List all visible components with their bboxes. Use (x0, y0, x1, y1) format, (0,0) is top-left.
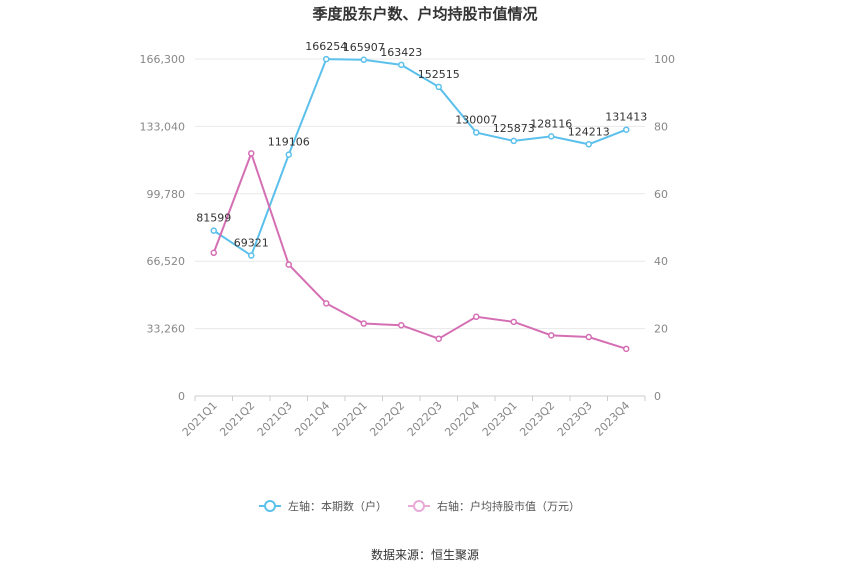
data-point[interactable] (360, 56, 367, 64)
data-point[interactable] (473, 129, 480, 136)
data-point[interactable] (548, 332, 555, 339)
data-point[interactable] (623, 126, 630, 133)
data-label: 152515 (418, 68, 460, 81)
x-axis: 2021Q12021Q22021Q32021Q42022Q12022Q22022… (180, 396, 646, 439)
legend-label-right: 右轴：户均持股市值（万元） (437, 499, 580, 513)
right-tick-label: 40 (654, 255, 668, 268)
right-axis: 0 20 40 60 80 100 (654, 53, 675, 403)
data-point[interactable] (360, 320, 367, 327)
series-line-holders (213, 58, 627, 258)
x-tick-label: 2023Q1 (480, 399, 520, 439)
data-point[interactable] (435, 335, 442, 342)
right-tick-label: 0 (654, 390, 661, 403)
data-label: 163423 (380, 46, 422, 59)
legend-marker-left-icon (264, 500, 276, 512)
series-layer (210, 55, 630, 353)
x-tick-label: 2021Q4 (292, 399, 332, 439)
data-point[interactable] (585, 141, 592, 148)
left-tick-label: 133,040 (140, 120, 186, 133)
right-tick-label: 60 (654, 188, 668, 201)
left-tick-label: 0 (178, 390, 185, 403)
left-tick-label: 99,780 (147, 188, 186, 201)
legend[interactable]: 左轴：本期数（户） 右轴：户均持股市值（万元） (259, 499, 580, 513)
source-note: 数据来源：恒生聚源 (371, 547, 479, 562)
data-point[interactable] (323, 55, 330, 63)
left-axis: 0 33,260 66,520 99,780 133,040 166,300 (140, 53, 186, 403)
data-point[interactable] (248, 252, 255, 259)
x-tick-label: 2022Q2 (367, 399, 407, 439)
data-point[interactable] (210, 249, 217, 257)
x-tick-label: 2023Q3 (555, 399, 595, 439)
chart-title: 季度股东户数、户均持股市值情况 (312, 5, 537, 23)
x-tick-label: 2021Q2 (217, 399, 257, 439)
x-tick-label: 2022Q1 (330, 399, 370, 439)
data-point[interactable] (623, 345, 630, 353)
data-point[interactable] (510, 318, 517, 326)
data-label: 81599 (196, 212, 231, 225)
data-point[interactable] (285, 261, 292, 268)
legend-label-left: 左轴：本期数（户） (288, 499, 387, 513)
data-label: 119106 (268, 136, 310, 149)
left-tick-label: 33,260 (147, 323, 186, 336)
data-point[interactable] (473, 313, 480, 321)
data-label: 165907 (343, 41, 385, 54)
data-point[interactable] (435, 83, 442, 91)
data-point[interactable] (210, 227, 217, 234)
data-point[interactable] (398, 61, 405, 69)
data-label: 128116 (530, 117, 572, 130)
x-tick-label: 2021Q1 (180, 399, 220, 439)
data-point[interactable] (248, 150, 255, 157)
left-tick-label: 166,300 (140, 53, 186, 66)
data-point[interactable] (585, 333, 592, 341)
left-tick-label: 66,520 (147, 255, 186, 268)
series-line-market-value (212, 150, 627, 350)
data-label: 131413 (605, 111, 647, 124)
right-tick-label: 100 (654, 53, 675, 66)
right-tick-label: 20 (654, 323, 668, 336)
x-tick-label: 2023Q2 (517, 399, 557, 439)
data-label: 166254 (305, 40, 347, 53)
data-point[interactable] (548, 133, 555, 140)
data-label: 124213 (568, 125, 610, 138)
legend-item-left[interactable]: 左轴：本期数（户） (259, 499, 387, 513)
data-point[interactable] (323, 300, 330, 307)
right-tick-label: 80 (654, 120, 668, 133)
x-tick-label: 2021Q3 (255, 399, 295, 439)
data-point[interactable] (510, 137, 517, 145)
data-label: 130007 (455, 114, 497, 127)
x-tick-label: 2023Q4 (592, 399, 632, 439)
data-point[interactable] (398, 321, 405, 329)
x-tick-label: 2022Q3 (405, 399, 445, 439)
x-tick-label: 2022Q4 (442, 399, 482, 439)
data-label: 125873 (493, 122, 535, 135)
data-point[interactable] (285, 151, 292, 158)
data-label: 69321 (234, 237, 269, 250)
legend-marker-right-icon (413, 500, 425, 512)
legend-item-right[interactable]: 右轴：户均持股市值（万元） (408, 499, 580, 513)
